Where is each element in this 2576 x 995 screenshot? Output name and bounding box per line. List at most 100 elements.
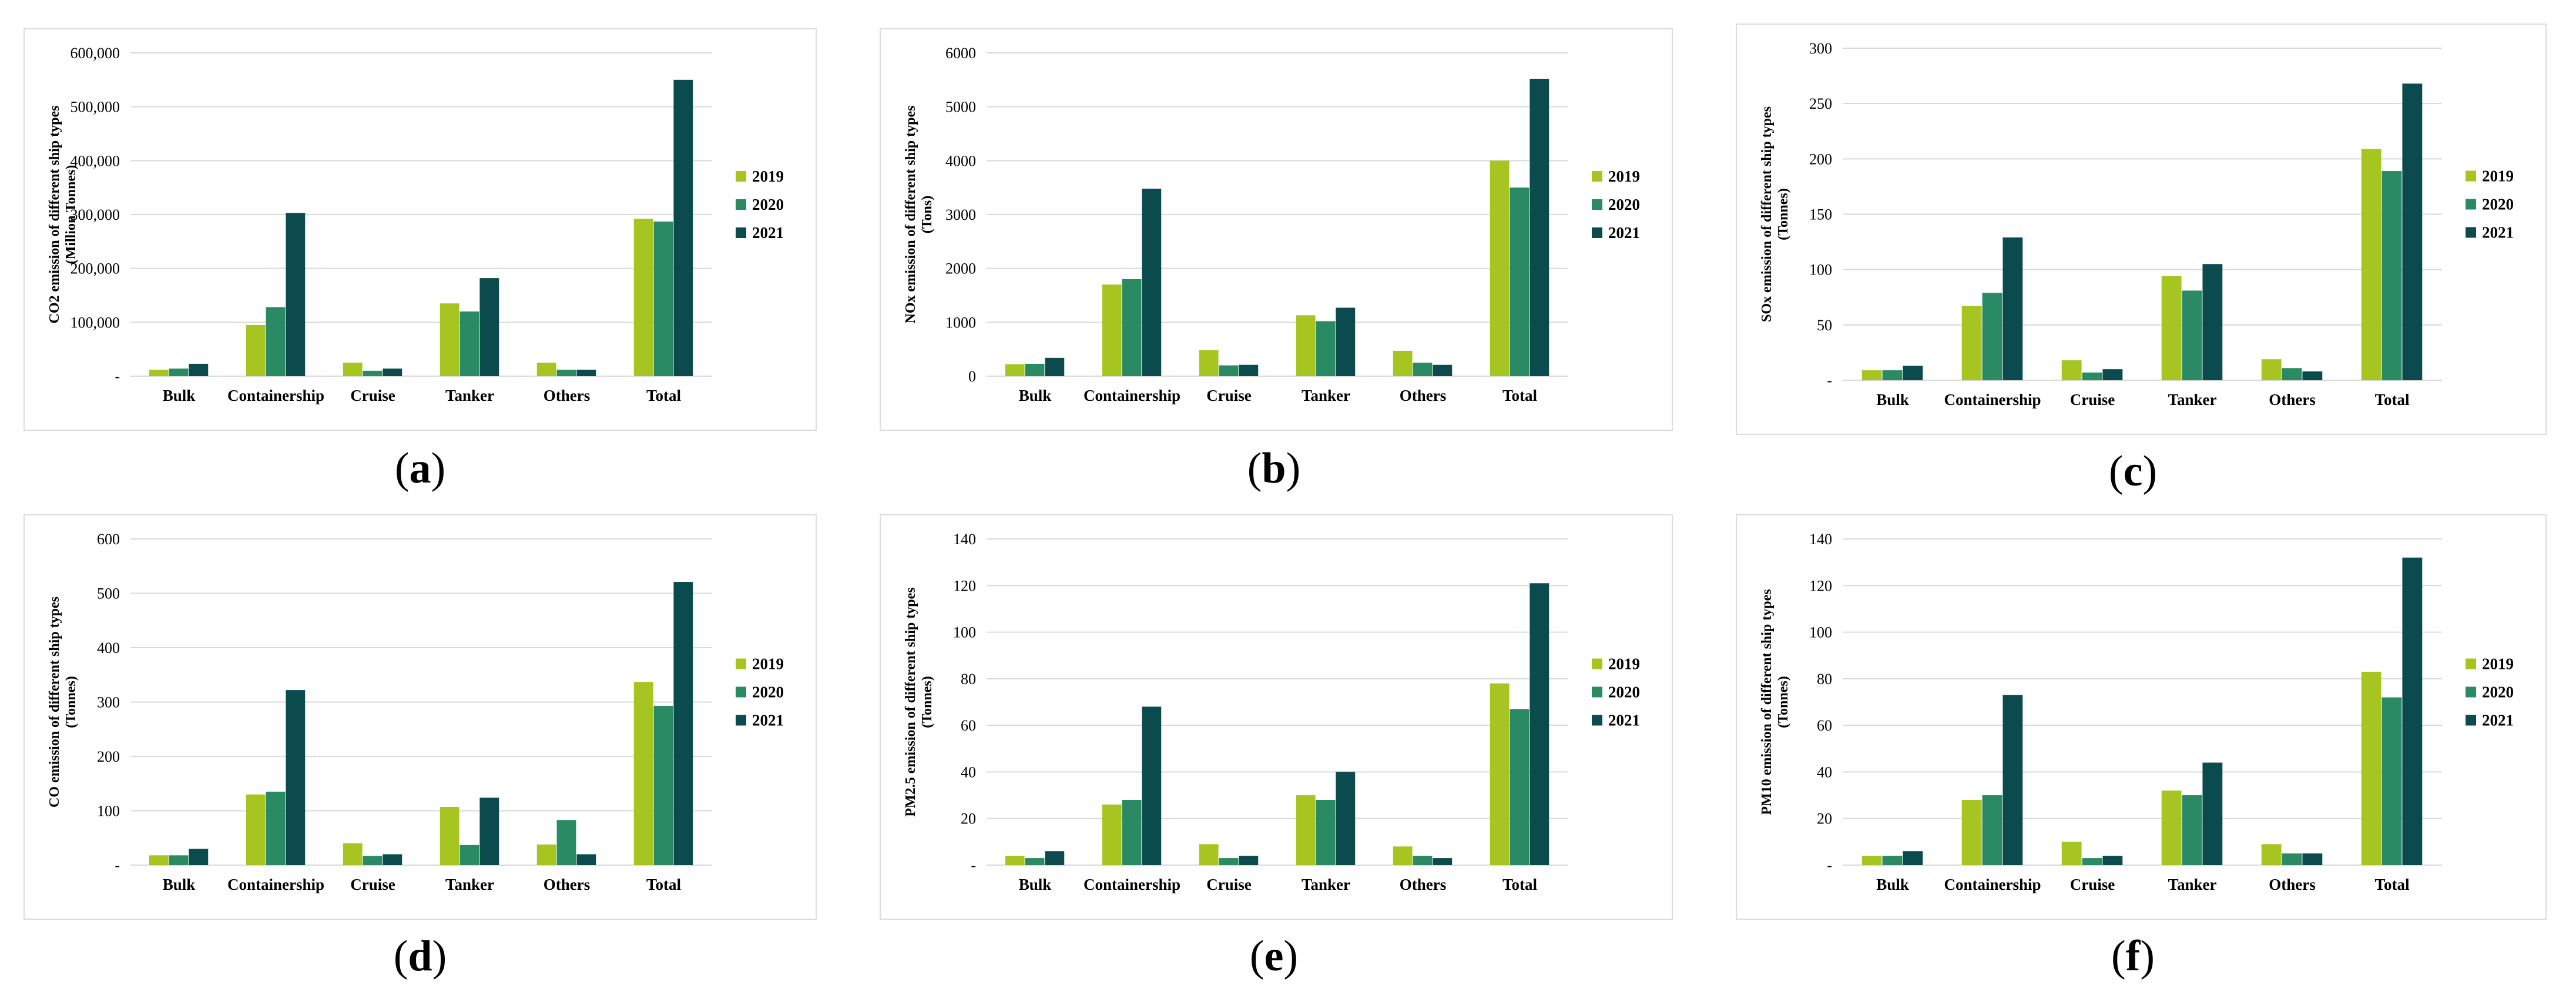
chart-b: 0 1000 2000 3000 4000 5000 6000 Bulk Containersh… (903, 45, 1640, 404)
bar-2020-cruise (1219, 365, 1239, 376)
x-tick-label: Cruise (1206, 387, 1252, 404)
bar-2021-cruise (1239, 364, 1259, 376)
y-tick-label: 250 (1809, 95, 1832, 112)
x-tick-label: Bulk (163, 876, 196, 893)
legend-label-2020: 2020 (1608, 684, 1640, 701)
bar-2019-containership (1961, 306, 1982, 380)
bar-2020-others (2282, 368, 2302, 380)
y-tick-label: 6000 (945, 45, 976, 62)
bar-2020-others (556, 820, 576, 865)
bar-2020-tanker (459, 311, 479, 376)
chart-frame-c: - 50 100 150 200 250 300 Bulk Containership Cruis… (1736, 24, 2547, 435)
y-tick-label: 200 (97, 748, 120, 765)
legend-label-2021: 2021 (2482, 224, 2514, 242)
chart-frame-b: 0 1000 2000 3000 4000 5000 6000 Bulk Containersh… (880, 28, 1673, 431)
y-tick-label: 120 (1809, 577, 1832, 594)
legend-label-2021: 2021 (752, 712, 784, 729)
bar-2019-cruise (343, 843, 363, 865)
legend-label-2019: 2019 (752, 167, 784, 185)
subfigure-label-c: (c) (2108, 447, 2158, 495)
x-tick-label: Tanker (1302, 387, 1350, 404)
y-tick-label: 300 (97, 694, 120, 711)
x-tick-label: Bulk (1876, 391, 1909, 408)
subfigure-label-e: (e) (1249, 932, 1299, 980)
bar-2020-tanker (2182, 795, 2202, 865)
legend-swatch-2019 (736, 171, 746, 182)
bar-2021-bulk (189, 363, 209, 376)
y-tick-label: 80 (1817, 671, 1832, 688)
y-axis-title-line2: (Tonnes) (63, 676, 79, 728)
bar-2019-others (1393, 350, 1413, 376)
y-tick-label: - (1827, 857, 1832, 874)
y-tick-label: 600,000 (71, 45, 120, 62)
subfigure-label-b: (b) (1247, 444, 1301, 493)
y-tick-label: 3000 (945, 206, 976, 223)
bar-2019-total (633, 682, 653, 865)
x-tick-label: Others (1400, 876, 1446, 893)
bar-2019-total (1490, 683, 1510, 865)
y-axis-title: SOx emission of different ship types (Ton… (1759, 106, 1791, 322)
bar-2021-containership (1142, 189, 1162, 376)
y-axis-title-line1: PM10 emission of different ship types (1759, 589, 1775, 815)
y-tick-label: 4000 (945, 152, 976, 169)
y-tick-label: 500 (97, 585, 120, 602)
x-tick-label: Bulk (1019, 387, 1052, 404)
legend-swatch-2019 (1592, 658, 1602, 669)
y-tick-label: 100 (953, 624, 976, 641)
legend-label-2021: 2021 (2482, 712, 2514, 729)
bar-2021-containership (286, 213, 306, 376)
bar-2019-others (1393, 846, 1413, 865)
bar-2019-total (633, 219, 653, 376)
legend-swatch-2020 (736, 686, 746, 698)
bar-2021-tanker (2202, 762, 2223, 865)
legend-swatch-2020 (2466, 199, 2476, 210)
bar-2021-others (576, 854, 596, 865)
x-tick-label: Cruise (1206, 876, 1252, 893)
bar-2020-tanker (459, 845, 479, 865)
bar-2021-total (673, 79, 693, 376)
y-tick-label: 300,000 (71, 206, 120, 223)
bar-2020-total (2382, 171, 2402, 380)
bar-2021-others (576, 370, 596, 376)
bar-2020-tanker (1316, 800, 1336, 865)
bar-2021-bulk (189, 849, 209, 865)
bar-2019-total (2361, 671, 2382, 865)
bar-2020-cruise (363, 856, 383, 865)
bar-2021-total (2402, 557, 2423, 865)
legend-label-2020: 2020 (2482, 196, 2514, 213)
bar-2019-tanker (2161, 790, 2182, 865)
bar-2020-cruise (363, 370, 383, 376)
legend-label-2019: 2019 (752, 655, 784, 673)
legend-swatch-2021 (736, 227, 746, 238)
bar-2019-cruise (1199, 844, 1219, 865)
bar-2020-cruise (1219, 858, 1239, 865)
legend-label-2020: 2020 (752, 196, 784, 213)
bar-2021-tanker (479, 798, 499, 865)
x-tick-label: Containership (1084, 387, 1180, 404)
x-tick-label: Total (2374, 391, 2410, 408)
bar-2019-cruise (2061, 842, 2082, 865)
bar-2021-total (2402, 83, 2423, 380)
x-tick-label: Others (544, 387, 590, 404)
y-tick-label: 100 (97, 803, 120, 820)
y-tick-label: 400,000 (71, 152, 120, 169)
y-axis-title-line1: NOx emission of different ship types (903, 106, 918, 324)
bar-2020-bulk (1882, 856, 1903, 865)
y-axis-title: CO2 emission of different ship types (Mil… (47, 106, 79, 324)
y-axis-title: PM10 emission of different ship types (To… (1759, 589, 1791, 815)
y-tick-label: 2000 (945, 260, 976, 277)
legend-swatch-2020 (1592, 686, 1602, 698)
y-tick-label: 100,000 (71, 314, 120, 331)
y-axis-title-line1: CO emission of different ship types (47, 597, 62, 808)
legend-swatch-2021 (2466, 227, 2476, 238)
y-tick-label: 200,000 (71, 260, 120, 277)
bar-2021-total (1530, 583, 1549, 865)
bar-2021-tanker (479, 278, 499, 376)
bar-2019-containership (246, 794, 266, 865)
x-tick-label: Total (2374, 876, 2410, 893)
bar-2019-cruise (1199, 350, 1219, 376)
subfigure-label-f: (f) (2111, 932, 2155, 980)
x-tick-label: Bulk (1876, 876, 1909, 893)
x-tick-label: Total (646, 387, 682, 404)
y-tick-label: 140 (1809, 531, 1832, 548)
